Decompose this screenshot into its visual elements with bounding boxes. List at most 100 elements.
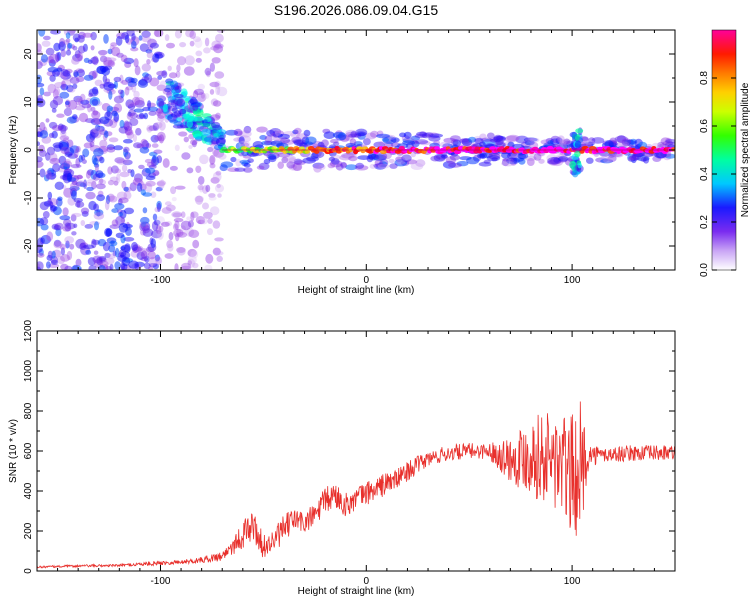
heatmap-cell (51, 107, 57, 113)
heatmap-cell (373, 163, 388, 168)
heatmap-cell (50, 205, 58, 212)
heatmap-cell (106, 144, 115, 151)
heatmap-cell (415, 159, 426, 167)
heatmap-cell (605, 153, 616, 161)
heatmap-cell (53, 86, 61, 96)
heatmap-cell (623, 139, 637, 145)
heatmap-cell (120, 89, 125, 99)
heatmap-cell (149, 77, 160, 87)
heatmap-cell (73, 70, 78, 78)
heatmap-cell (212, 124, 222, 131)
heatmap-cell (92, 255, 103, 264)
heatmap-cell (176, 82, 185, 87)
heatmap-cell (37, 97, 43, 105)
heatmap-cell (118, 211, 123, 217)
heatmap-cell (102, 241, 110, 252)
heatmap-cell (38, 144, 45, 153)
heatmap-cell (147, 100, 152, 109)
heatmap-cell (81, 159, 87, 165)
heatmap-cell (101, 67, 111, 76)
heatmap-cell (127, 111, 132, 117)
heatmap-cell (662, 140, 674, 146)
heatmap-cell (151, 156, 160, 166)
heatmap-cell (69, 243, 75, 250)
heatmap-cell (123, 148, 129, 158)
heatmap-cell (158, 121, 166, 131)
heatmap-cell (378, 141, 386, 146)
heatmap-cell (207, 146, 214, 153)
heatmap-cell (59, 243, 66, 250)
heatmap-cell (75, 68, 85, 74)
heatmap-cell (174, 144, 180, 151)
heatmap-cell (103, 65, 113, 71)
heatmap-cell (243, 125, 252, 134)
heatmap-cell (401, 154, 412, 163)
heatmap-cell (330, 154, 341, 160)
heatmap-cell (353, 141, 363, 147)
heatmap-cell (171, 211, 183, 218)
heatmap-cell (87, 257, 96, 266)
heatmap-cell (81, 210, 89, 217)
heatmap-cell (133, 108, 145, 113)
y-tick-label: 800 (23, 402, 34, 419)
heatmap-cell (148, 263, 158, 268)
heatmap-cell (156, 98, 165, 108)
heatmap-cell (157, 111, 166, 119)
heatmap-cell (209, 156, 215, 166)
heatmap-cell (525, 137, 535, 143)
heatmap-cell (64, 68, 73, 74)
heatmap-cell (58, 41, 66, 51)
heatmap-cell (107, 253, 116, 259)
heatmap-cell (263, 158, 271, 165)
heatmap-cell (130, 169, 135, 178)
heatmap-cell (164, 253, 174, 259)
heatmap-cell (107, 166, 113, 175)
heatmap-cell (99, 55, 108, 63)
heatmap-cell (330, 158, 340, 165)
heatmap-cell (156, 70, 167, 77)
heatmap-cell (89, 129, 98, 135)
heatmap-cell (155, 256, 162, 266)
heatmap-cell (76, 174, 83, 180)
heatmap-cell (87, 103, 92, 113)
heatmap-cell (243, 167, 253, 173)
heatmap-cell (210, 98, 219, 107)
heatmap-cell (62, 225, 72, 232)
heatmap-cell (504, 135, 519, 143)
heatmap-cell (197, 219, 205, 225)
heatmap-cell (205, 184, 211, 193)
heatmap-cell (65, 100, 70, 106)
heatmap-cell (37, 94, 44, 103)
heatmap-cell (108, 244, 116, 253)
heatmap-cell (143, 112, 149, 120)
heatmap-cell (147, 38, 157, 48)
heatmap-cell (203, 211, 213, 219)
y-tick-label: 0 (23, 147, 34, 153)
heatmap-cell (90, 106, 96, 112)
heatmap-cell (60, 83, 69, 91)
heatmap-cell (227, 167, 240, 172)
heatmap-cell (80, 207, 90, 215)
heatmap-cell (85, 191, 96, 200)
heatmap-cell (214, 43, 224, 49)
heatmap-cell (108, 195, 118, 203)
heatmap-cell (102, 74, 108, 84)
heatmap-cell (312, 162, 325, 169)
heatmap-cell (173, 217, 184, 223)
heatmap-cell (111, 46, 121, 57)
heatmap-cell (74, 37, 79, 43)
heatmap-cell (293, 158, 303, 165)
heatmap-cell (453, 149, 462, 155)
heatmap-cell (275, 129, 282, 136)
heatmap-cell (97, 265, 106, 270)
heatmap-cell (178, 131, 188, 137)
heatmap-cell (321, 139, 329, 147)
heatmap-cell (92, 55, 99, 66)
heatmap-cell (486, 155, 501, 162)
heatmap-cell (48, 198, 59, 206)
heatmap-cell (128, 260, 139, 269)
heatmap-cell (146, 51, 154, 59)
heatmap-cell (92, 110, 99, 116)
heatmap-cell (156, 181, 165, 187)
